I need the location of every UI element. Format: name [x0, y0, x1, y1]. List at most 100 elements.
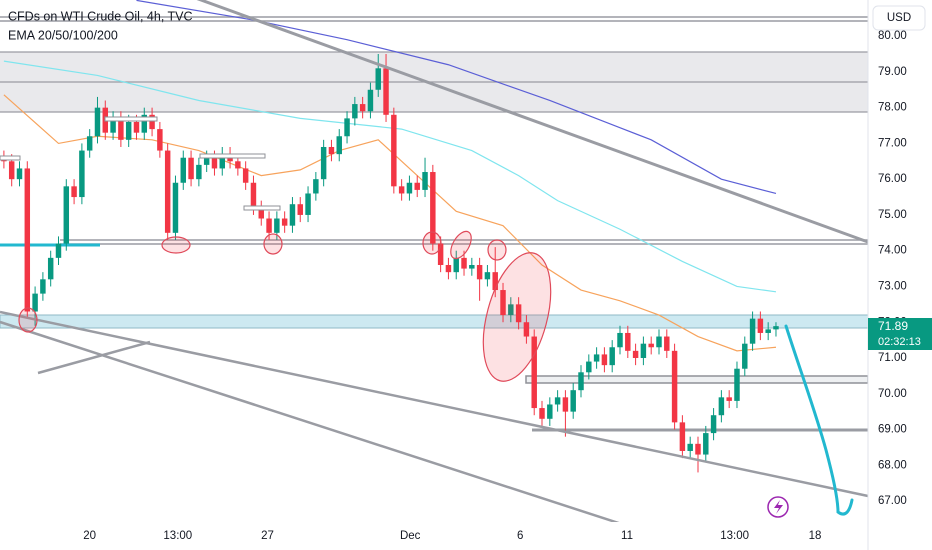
- candle-body: [266, 218, 272, 233]
- candle-body: [476, 265, 483, 280]
- currency-button[interactable]: [872, 5, 926, 31]
- alert-bolt: [774, 500, 783, 514]
- projection-path: [784, 324, 854, 516]
- price-axis: [868, 0, 932, 550]
- box: [243, 205, 281, 211]
- candle-body: [320, 146, 327, 180]
- candle-body: [445, 265, 452, 273]
- candle-body: [562, 397, 569, 412]
- candle-body: [406, 182, 413, 194]
- candle-body: [679, 422, 686, 451]
- candle-body: [570, 390, 576, 412]
- candle-body: [344, 118, 350, 137]
- candle-body: [601, 354, 608, 366]
- candle-body: [718, 397, 725, 416]
- candle-body: [625, 332, 631, 351]
- candle-body: [359, 104, 366, 112]
- candle-body: [328, 146, 335, 155]
- candle-body: [484, 272, 491, 280]
- drawings: [0, 0, 869, 532]
- support-zone: [0, 314, 869, 329]
- candle-body: [742, 343, 748, 369]
- candle-body: [508, 304, 514, 316]
- candle-body: [398, 186, 405, 194]
- candle-body: [219, 154, 225, 169]
- y-tick-label: 69.00: [878, 424, 907, 436]
- candle-body: [203, 157, 210, 165]
- candle-body: [79, 150, 85, 198]
- candle-body: [554, 397, 561, 405]
- candle-body: [453, 257, 459, 273]
- highlight-ellipse: [18, 307, 38, 333]
- candle-body: [492, 272, 498, 291]
- axes: 67.0068.0069.0070.0071.0072.0073.0074.00…: [83, 30, 906, 542]
- candle-body: [710, 415, 717, 434]
- highlight-ellipse: [482, 252, 552, 382]
- box: [104, 116, 158, 122]
- candle-body: [765, 329, 771, 333]
- candle-body: [281, 218, 288, 226]
- y-tick-label: 74.00: [878, 245, 907, 257]
- candle-body: [757, 318, 764, 333]
- last-price-box: [868, 318, 932, 350]
- trend-line: [196, 0, 869, 244]
- candle-body: [749, 318, 756, 344]
- trend-line: [0, 320, 641, 532]
- y-tick-label: 71.00: [878, 352, 907, 364]
- y-tick-label: 76.00: [878, 173, 907, 185]
- candle-body: [250, 182, 257, 208]
- ema-line: [3, 60, 777, 293]
- candle-body: [726, 397, 732, 401]
- x-tick-label: Dec: [400, 530, 421, 542]
- candle-body: [430, 172, 436, 244]
- y-tick-label: 70.00: [878, 388, 907, 400]
- candle-body: [648, 343, 654, 348]
- candle-body: [297, 204, 303, 215]
- candle-body: [141, 114, 148, 133]
- x-tick-label: 20: [83, 530, 96, 542]
- x-tick-label: 11: [621, 530, 633, 542]
- candle-body: [547, 404, 553, 419]
- candle-body: [336, 136, 342, 155]
- candle-body: [586, 361, 592, 373]
- candle-body: [687, 443, 693, 451]
- candle-body: [211, 157, 218, 169]
- candle-body: [258, 207, 264, 219]
- candle-body: [180, 157, 186, 183]
- candle-body: [118, 118, 124, 140]
- candle-body: [367, 89, 374, 112]
- chart-title: CFDs on WTI Crude Oil, 4h, TVC: [8, 9, 193, 23]
- y-tick-label: 77.00: [878, 137, 907, 149]
- candle-body: [149, 114, 155, 130]
- candle-body: [515, 304, 522, 323]
- candle-body: [172, 182, 179, 233]
- y-tick-label: 68.00: [878, 459, 907, 471]
- candle-body: [531, 336, 537, 409]
- candle-body: [593, 354, 600, 362]
- candle-body: [632, 350, 639, 358]
- candle-body: [235, 161, 241, 169]
- candle-body: [157, 129, 163, 151]
- y-tick-label: 80.00: [878, 30, 907, 42]
- candle-body: [305, 193, 311, 215]
- candle-body: [391, 114, 397, 187]
- x-tick-label: 6: [517, 530, 523, 542]
- candle-body: [133, 121, 140, 133]
- y-tick-label: 73.00: [878, 280, 907, 292]
- candle-body: [63, 186, 70, 244]
- candle-body: [188, 157, 194, 180]
- highlight-ellipse: [263, 233, 283, 255]
- candle-body: [24, 168, 31, 312]
- box: [0, 155, 21, 161]
- candle-body: [664, 336, 670, 351]
- ema-line: [3, 94, 777, 352]
- candle-body: [773, 326, 779, 330]
- candle-body: [695, 443, 701, 455]
- chart-subtitle: EMA 20/50/100/200: [8, 28, 118, 42]
- candle-body: [437, 243, 444, 266]
- candle-body: [539, 408, 545, 419]
- candle-body: [313, 179, 319, 194]
- candle-body: [609, 347, 615, 366]
- zones: [0, 16, 869, 432]
- candle-body: [640, 343, 647, 358]
